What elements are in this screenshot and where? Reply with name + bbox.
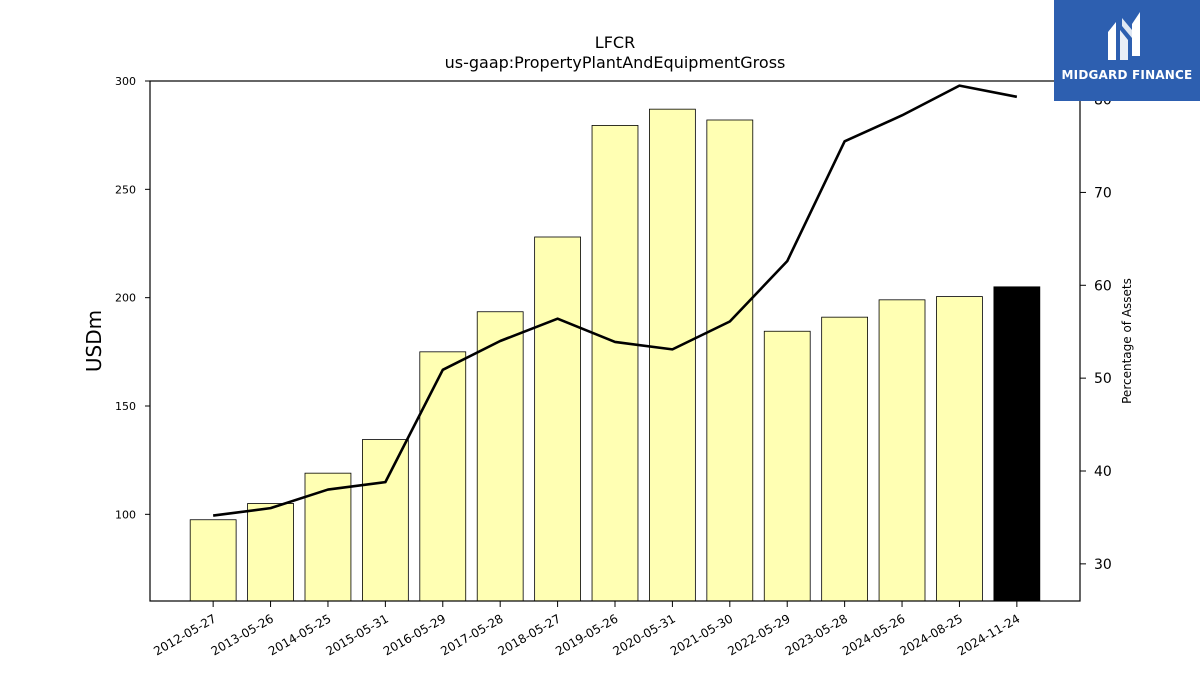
bar-2021-05-30 xyxy=(706,119,754,602)
y-tick-label: 250 xyxy=(115,183,136,196)
bar-2017-05-28 xyxy=(476,311,524,602)
bar-2013-05-26 xyxy=(247,503,294,602)
midgard-finance-logo: MIDGARD FINANCE xyxy=(1054,0,1200,101)
bars-group xyxy=(189,108,1041,602)
x-tick-label: 2024-05-26 xyxy=(840,611,907,658)
y-tick-label: 150 xyxy=(115,400,136,413)
x-tick-label: 2015-05-31 xyxy=(323,611,390,658)
x-tick-label: 2013-05-26 xyxy=(209,611,276,658)
x-tick-label: 2017-05-28 xyxy=(438,611,505,658)
y-tick-label: 300 xyxy=(115,75,136,88)
x-tick-label: 2021-05-30 xyxy=(668,611,735,658)
bar-2012-05-27 xyxy=(189,519,237,602)
bar-2024-11-24 xyxy=(993,286,1041,602)
bar-2024-08-25 xyxy=(936,296,983,602)
x-tick-label: 2012-05-27 xyxy=(151,611,218,658)
logo-text: MIDGARD FINANCE xyxy=(1061,68,1193,82)
bar-2020-05-31 xyxy=(649,108,696,602)
y2-tick-label: 40 xyxy=(1094,464,1112,480)
x-tick-label: 2023-05-28 xyxy=(783,611,850,658)
bar-2023-05-28 xyxy=(821,316,868,602)
bar-2014-05-25 xyxy=(304,472,352,602)
line-group xyxy=(212,84,1018,517)
y2-tick-label: 60 xyxy=(1094,278,1112,294)
x-tick-label: 2019-05-26 xyxy=(553,611,620,658)
x-tick-label: 2024-08-25 xyxy=(898,611,965,658)
chart-subtitle: us-gaap:PropertyPlantAndEquipmentGross xyxy=(445,53,786,72)
x-tick-label: 2014-05-25 xyxy=(266,611,333,658)
logo-mark-icon xyxy=(1108,12,1140,60)
bar-2024-05-26 xyxy=(878,299,926,602)
x-tick-label: 2020-05-31 xyxy=(611,611,678,658)
bar-2018-05-27 xyxy=(534,236,581,602)
x-tick-label: 2022-05-29 xyxy=(725,611,792,658)
x-tick-label: 2018-05-27 xyxy=(496,611,563,658)
bar-2019-05-26 xyxy=(591,125,639,602)
y2-axis-label: Percentage of Assets xyxy=(1120,278,1134,404)
bar-2022-05-29 xyxy=(763,330,811,602)
x-tick-label: 2024-11-24 xyxy=(955,611,1022,658)
y-tick-label: 200 xyxy=(115,292,136,305)
y-tick-label: 100 xyxy=(115,508,136,521)
bar-2016-05-29 xyxy=(419,351,467,602)
percentage-of-assets-line xyxy=(212,84,1018,517)
chart-title: LFCR xyxy=(595,33,635,52)
y-axis-label: USDm xyxy=(82,310,106,372)
y2-tick-label: 50 xyxy=(1094,371,1112,387)
y2-tick-label: 30 xyxy=(1094,557,1112,573)
x-tick-label: 2016-05-29 xyxy=(381,611,448,658)
y2-tick-label: 70 xyxy=(1094,185,1112,201)
bar-2015-05-31 xyxy=(362,439,409,602)
